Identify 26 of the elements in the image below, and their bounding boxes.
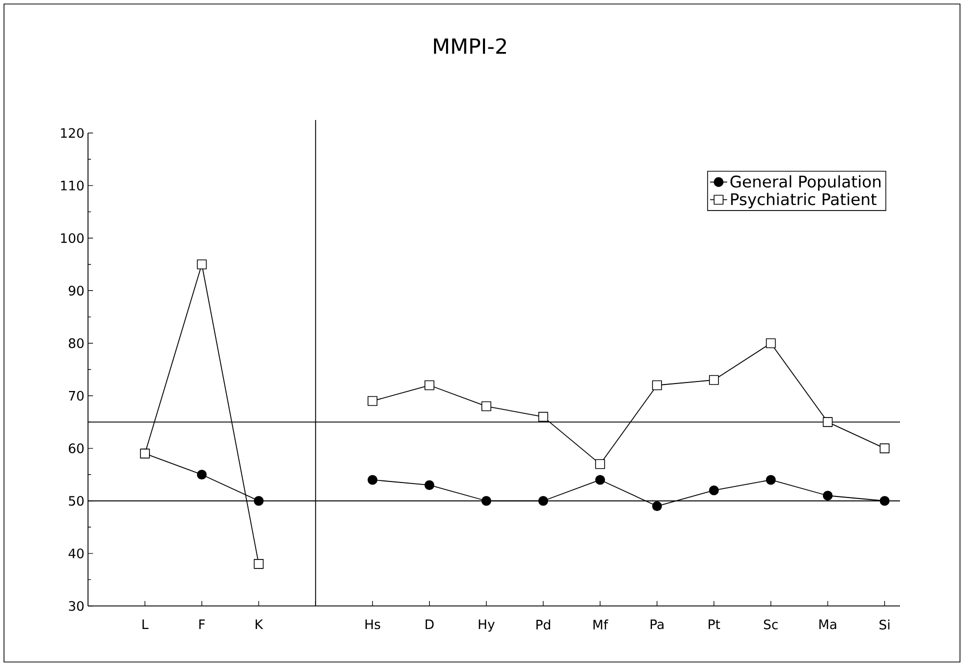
legend-label: Psychiatric Patient — [731, 192, 876, 208]
chart-title: MMPI-2 — [434, 38, 506, 54]
y-tick-label: 90 — [68, 286, 84, 296]
legend-label: General Population — [730, 175, 880, 191]
y-tick-label: 70 — [69, 390, 84, 401]
x-tick-label: Sc — [764, 620, 778, 630]
x-tick-label: Si — [880, 620, 890, 630]
y-tick-label: 30 — [68, 601, 84, 611]
y-tick-label: 110 — [61, 180, 84, 190]
x-tick-label: K — [256, 620, 264, 629]
y-tick-label: 100 — [61, 233, 84, 244]
x-tick-label: Pd — [536, 620, 550, 630]
x-tick-label: Hs — [366, 620, 380, 630]
x-tick-label: Ma — [819, 620, 836, 630]
x-tick-label: F — [199, 620, 205, 629]
y-tick-label: 80 — [68, 338, 84, 348]
y-tick-label: 120 — [61, 128, 84, 138]
x-tick-label: Hy — [478, 620, 495, 632]
y-tick-label: 50 — [68, 496, 84, 506]
y-tick-label: 40 — [68, 548, 84, 558]
x-tick-label: Pa — [650, 620, 664, 630]
x-tick-label: L — [142, 620, 148, 629]
x-tick-label: D — [426, 620, 434, 629]
x-tick-label: Pt — [708, 620, 720, 629]
x-tick-label: Mf — [594, 620, 608, 630]
y-tick-label: 60 — [68, 443, 84, 454]
